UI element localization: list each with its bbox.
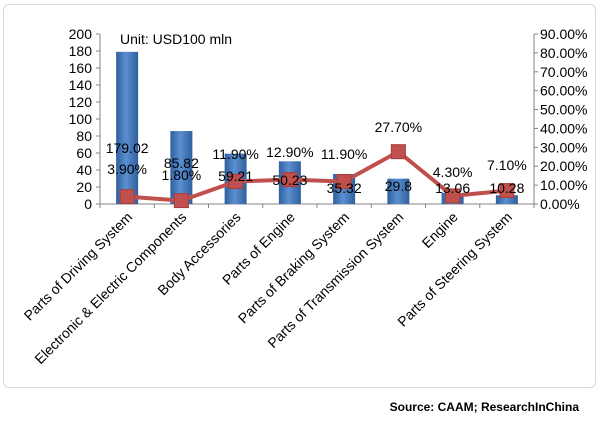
bar-value-label: 59.21 — [218, 168, 253, 184]
bar-value-label: 35.32 — [327, 180, 362, 196]
bar — [387, 178, 410, 204]
line-marker — [119, 189, 135, 205]
line-marker — [173, 193, 189, 209]
line-value-label: 4.30% — [433, 164, 473, 180]
bar — [495, 195, 518, 204]
y2-tick-label: 60.00% — [540, 83, 587, 99]
y-tick-label: 40 — [76, 162, 92, 178]
y2-tick-label: 40.00% — [540, 120, 587, 136]
y-tick-label: 60 — [76, 145, 92, 161]
y-tick-label: 80 — [76, 128, 92, 144]
bar-value-label: 29.8 — [385, 178, 412, 194]
category-label: Parts of Steering System — [394, 209, 515, 330]
y2-tick-label: 90.00% — [540, 26, 587, 42]
category-label: Parts of Driving System — [21, 209, 136, 324]
line-marker — [390, 144, 406, 160]
y-tick-label: 160 — [69, 60, 93, 76]
y2-tick-label: 70.00% — [540, 64, 587, 80]
category-label: Parts of Braking System — [235, 209, 353, 327]
y-tick-label: 100 — [69, 111, 93, 127]
y-tick-label: 0 — [84, 196, 92, 212]
bar — [170, 131, 193, 204]
line-value-label: 12.90% — [266, 144, 313, 160]
line-marker — [499, 183, 515, 199]
bar — [116, 51, 139, 204]
bar-value-label: 85.82 — [164, 155, 199, 171]
bar-value-label: 179.02 — [106, 140, 149, 156]
y2-tick-label: 80.00% — [540, 45, 587, 61]
y2-tick-label: 0.00% — [540, 196, 580, 212]
line-series — [126, 149, 508, 203]
y-tick-label: 200 — [69, 26, 93, 42]
source-note: Source: CAAM; ResearchInChina — [389, 400, 579, 414]
bar-value-label: 10.28 — [489, 180, 524, 196]
line-value-label: 1.80% — [162, 167, 202, 183]
line-marker — [336, 174, 352, 190]
line-marker — [282, 172, 298, 188]
line-value-label: 11.90% — [212, 146, 258, 162]
line-marker — [228, 174, 244, 190]
y2-tick-label: 20.00% — [540, 158, 587, 174]
unit-label: Unit: USD100 mln — [120, 31, 232, 47]
y2-tick-label: 50.00% — [540, 102, 587, 118]
line-value-label: 7.10% — [487, 157, 527, 173]
line-value-label: 11.90% — [321, 146, 367, 162]
bar-value-label: 13.06 — [435, 180, 470, 196]
line-marker — [445, 188, 461, 204]
y-tick-label: 20 — [76, 179, 92, 195]
category-label: Engine — [419, 209, 461, 251]
y-tick-label: 180 — [69, 43, 93, 59]
line-value-label: 3.90% — [107, 161, 147, 177]
y2-tick-label: 10.00% — [540, 177, 587, 193]
line-value-label: 27.70% — [375, 119, 422, 135]
y2-tick-label: 30.00% — [540, 139, 587, 155]
y-tick-label: 120 — [69, 94, 93, 110]
y-tick-label: 140 — [69, 77, 93, 93]
bar-value-label: 50.23 — [272, 172, 307, 188]
